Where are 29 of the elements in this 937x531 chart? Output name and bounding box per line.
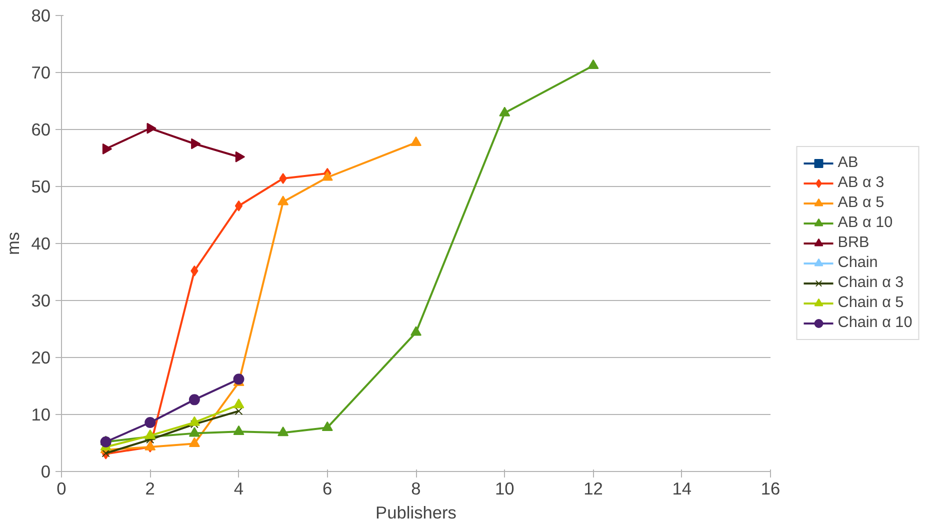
legend-label: AB α 3 — [838, 174, 884, 192]
y-tick-label: 50 — [31, 176, 51, 196]
y-tick-label: 80 — [31, 6, 51, 26]
y-tick-label: 30 — [31, 290, 51, 310]
x-tick-label: 6 — [322, 478, 332, 498]
x-tick-label: 10 — [494, 478, 514, 498]
y-tick-label: 20 — [31, 348, 51, 368]
x-axis-title: Publishers — [376, 502, 457, 522]
y-axis-title: ms — [3, 232, 24, 256]
legend-label: Chain α 5 — [838, 294, 904, 312]
legend-label: Chain — [838, 254, 878, 272]
y-tick-label: 60 — [31, 120, 51, 140]
legend-label: Chain α 10 — [838, 314, 912, 332]
x-tick-label: 0 — [56, 478, 66, 498]
x-tick-label: 14 — [672, 478, 692, 498]
x-tick-label: 8 — [411, 478, 421, 498]
x-tick-label: 4 — [234, 478, 244, 498]
x-tick-label: 12 — [584, 478, 603, 498]
y-tick-label: 70 — [31, 62, 51, 82]
x-tick-label: 16 — [760, 478, 780, 498]
legend-label: BRB — [838, 234, 870, 252]
y-tick-label: 40 — [31, 234, 51, 254]
y-tick-label: 0 — [40, 462, 51, 482]
y-tick-label: 10 — [31, 404, 51, 424]
legend-label: Chain α 3 — [838, 274, 904, 292]
legend-label: AB — [838, 154, 858, 172]
x-tick-label: 2 — [145, 478, 155, 498]
legend-label: AB α 10 — [838, 214, 893, 232]
legend-label: AB α 5 — [838, 194, 884, 212]
